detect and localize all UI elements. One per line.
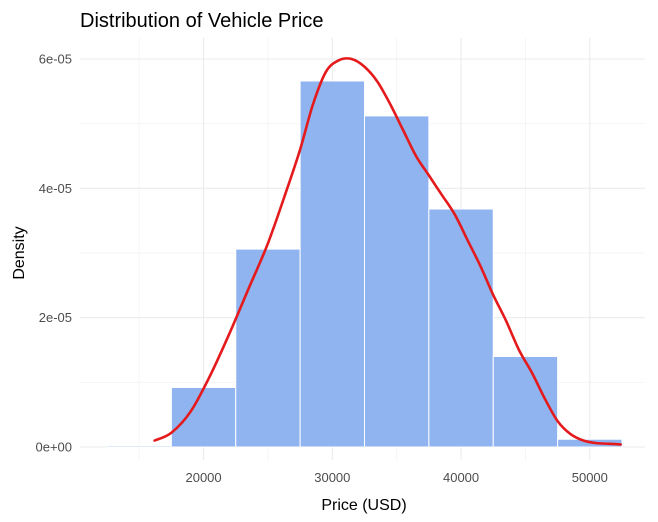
histogram-bar (106, 445, 172, 448)
y-tick-label: 6e-05 (39, 52, 72, 67)
histogram-bar (170, 387, 237, 448)
axis-labels: 20000 30000 40000 50000 0e+00 2e-05 4e-05 6e-05 (35, 52, 607, 486)
x-axis-title: Price (USD) (321, 497, 406, 514)
density-curve-layer (153, 57, 623, 446)
x-tick-label: 20000 (185, 470, 221, 485)
x-tick-label: 30000 (314, 470, 350, 485)
y-tick-label: 0e+00 (35, 440, 72, 455)
histogram-bar (428, 208, 494, 448)
chart-title: Distribution of Vehicle Price (80, 10, 323, 32)
y-axis-title: Density (11, 226, 28, 279)
density-curve (153, 57, 623, 446)
histogram-bar (299, 80, 365, 448)
histogram-bar (492, 355, 559, 448)
x-tick-label: 40000 (443, 470, 479, 485)
histogram-bar (364, 115, 430, 448)
histogram-bar (235, 248, 301, 448)
histogram-bars (106, 80, 623, 448)
y-tick-label: 4e-05 (39, 181, 72, 196)
y-tick-label: 2e-05 (39, 310, 72, 325)
x-tick-label: 50000 (572, 470, 608, 485)
